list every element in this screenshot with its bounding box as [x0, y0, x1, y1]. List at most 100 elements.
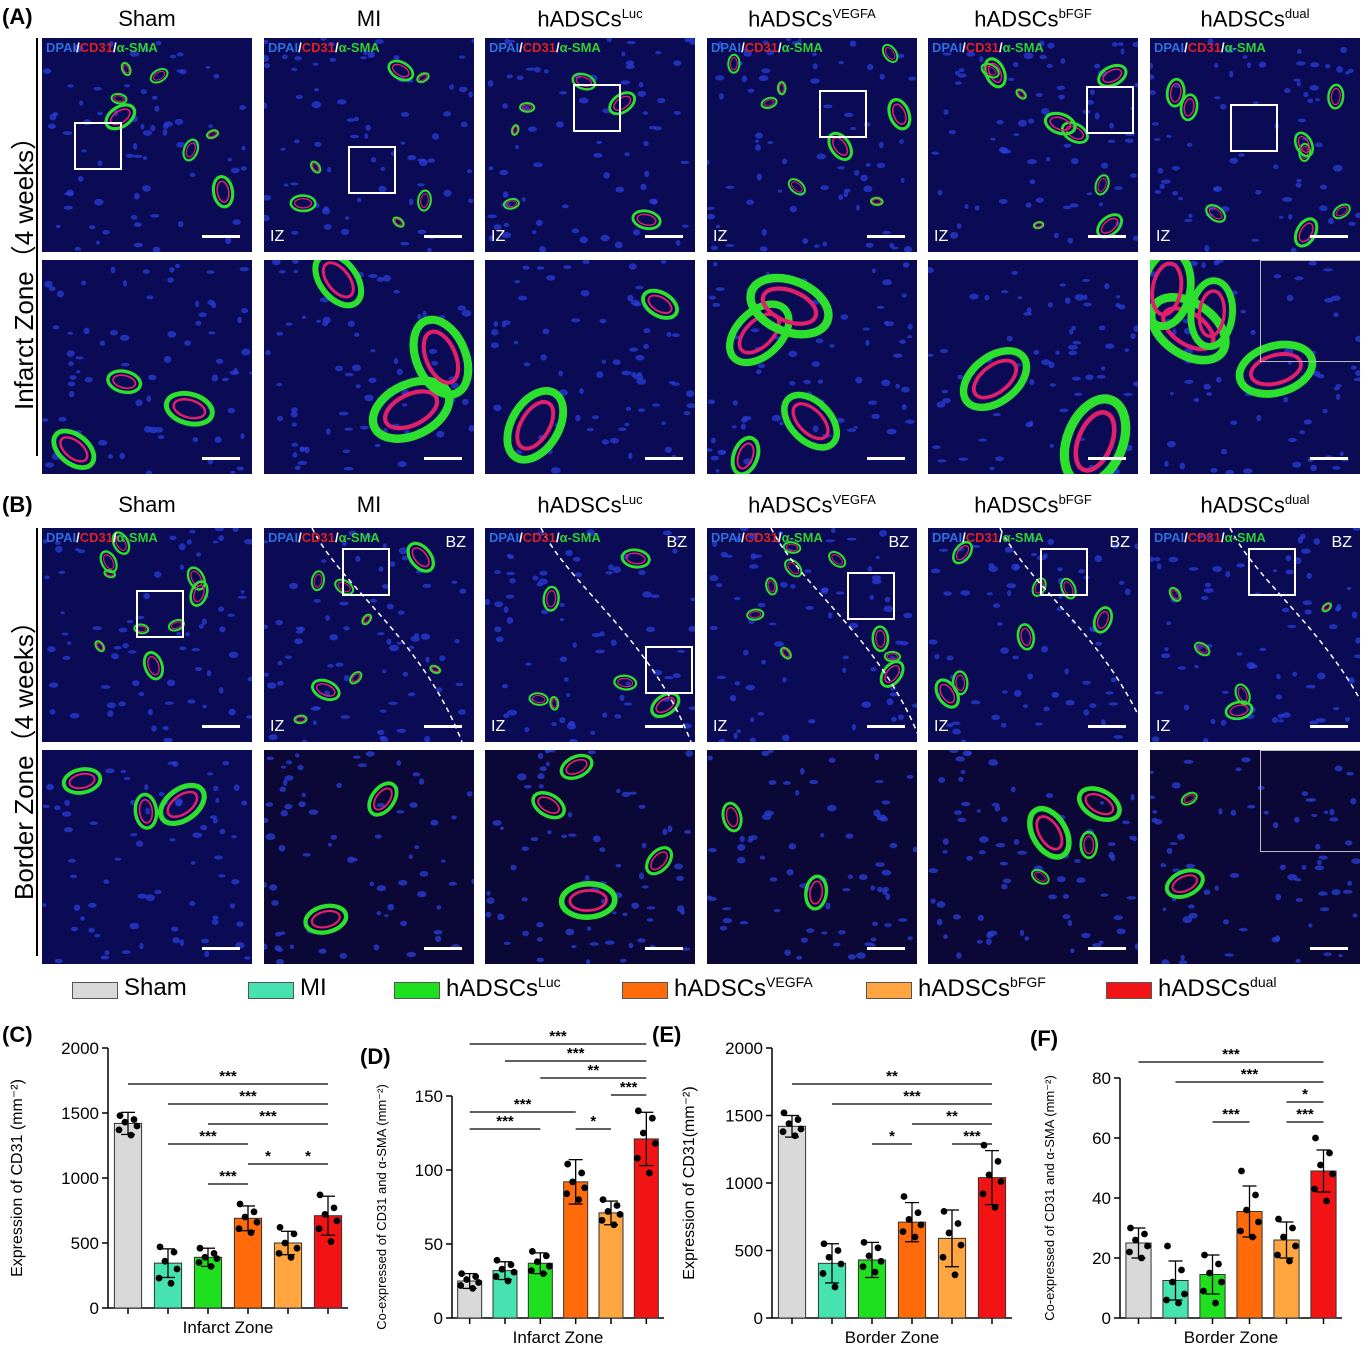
bz-label: BZ [1331, 534, 1352, 551]
region-of-interest-box [573, 84, 621, 132]
legend-label-hadscsdual: hADSCsdual [1158, 974, 1277, 1002]
significance-label: *** [903, 1088, 921, 1105]
data-point [1237, 1227, 1244, 1235]
data-point [1286, 1257, 1293, 1265]
data-point [287, 1253, 295, 1261]
stain-label: DPAI/CD31/α-SMA [489, 40, 601, 55]
data-point [130, 1116, 138, 1123]
data-point [1169, 1278, 1176, 1286]
y-tick-label: 1500 [725, 1107, 763, 1126]
scale-bar [645, 725, 683, 728]
significance-label: *** [1241, 1066, 1259, 1083]
x-axis-label: Infarct Zone [513, 1328, 604, 1345]
y-axis-label: Co-expressed of CD31 and α-SMA (mm⁻²) [374, 1084, 389, 1330]
scale-bar [1310, 235, 1348, 238]
data-point [779, 1128, 787, 1136]
column-title-sham: Sham [118, 492, 176, 517]
data-point [1141, 1230, 1148, 1238]
data-point [1238, 1167, 1245, 1175]
data-point [1178, 1266, 1185, 1274]
significance-label: *** [199, 1128, 217, 1145]
data-point [1126, 1248, 1133, 1256]
data-point [616, 1211, 624, 1218]
y-tick-label: 500 [735, 1242, 763, 1261]
data-point [1138, 1254, 1145, 1262]
data-point [472, 1273, 480, 1280]
data-point [648, 1114, 656, 1122]
y-tick-label: 50 [424, 1235, 443, 1254]
significance-label: * [590, 1113, 596, 1130]
data-point [528, 1248, 536, 1255]
column-title-hadscsvegfa: hADSCsVEGFA [748, 6, 876, 32]
region-of-interest-box [819, 90, 867, 138]
column-title-hadscsluc: hADSCsLuc [537, 492, 643, 518]
micrograph-tile [1150, 260, 1360, 474]
data-point [1280, 1233, 1287, 1241]
row-a-divider [36, 38, 38, 456]
data-point [979, 1190, 987, 1198]
significance-label: *** [496, 1113, 514, 1130]
data-point [905, 1216, 913, 1223]
scale-bar [202, 457, 240, 460]
bar-hadscsbfgf [598, 1212, 624, 1319]
scale-bar [1088, 725, 1126, 728]
data-point [133, 1122, 141, 1130]
data-point [121, 1118, 129, 1126]
data-point [940, 1207, 948, 1215]
data-point [321, 1211, 329, 1218]
data-point [994, 1158, 1002, 1165]
region-of-interest-box [342, 548, 390, 596]
data-point [504, 1277, 512, 1285]
data-point [914, 1209, 922, 1217]
significance-label: ** [946, 1108, 958, 1125]
panel-label-b: (B) [2, 492, 33, 517]
y-tick-label: 20 [1092, 1249, 1111, 1268]
data-point [780, 1109, 788, 1117]
bar-hadscsdual [1310, 1170, 1337, 1319]
data-point [1127, 1224, 1134, 1232]
scale-bar [867, 235, 905, 238]
data-point [330, 1204, 338, 1212]
y-axis-label: Expression of CD31(mm⁻²) [681, 1086, 698, 1279]
data-point [991, 1203, 999, 1211]
column-title-sham: Sham [118, 6, 176, 31]
legend-label-hadscsluc: hADSCsLuc [446, 974, 561, 1002]
data-point [533, 1258, 541, 1266]
data-point [831, 1283, 839, 1291]
data-point [785, 1120, 793, 1127]
data-point [917, 1221, 925, 1229]
micrograph-tile: DPAI/CD31/α-SMA IZ BZ [1150, 528, 1360, 742]
region-of-interest-box [645, 646, 693, 694]
data-point [825, 1253, 833, 1261]
scale-bar [1310, 725, 1348, 728]
data-point [1274, 1251, 1281, 1259]
micrograph-tile: DPAI/CD31/α-SMA IZ [707, 38, 917, 252]
significance-label: * [889, 1128, 895, 1145]
data-point [293, 1244, 301, 1252]
data-point [213, 1255, 221, 1262]
column-title-mi: MI [356, 492, 382, 517]
data-point [290, 1230, 298, 1238]
data-point [250, 1208, 258, 1216]
scale-bar [867, 457, 905, 460]
data-point [1255, 1218, 1262, 1226]
column-title-hadscsvegfa: hADSCsVEGFA [748, 492, 876, 518]
data-point [633, 1154, 641, 1162]
data-point [1181, 1290, 1188, 1298]
bar-hadscsdual [633, 1138, 659, 1319]
data-point [859, 1263, 867, 1271]
data-point [911, 1233, 919, 1241]
scale-bar [424, 235, 462, 238]
data-point [951, 1271, 959, 1279]
data-point [458, 1270, 466, 1277]
scale-bar [202, 947, 240, 950]
data-point [954, 1220, 962, 1227]
stain-label: DPAI/CD31/α-SMA [268, 530, 380, 545]
bz-label: BZ [888, 534, 909, 551]
data-point [820, 1240, 828, 1248]
micrograph-tile: DPAI/CD31/α-SMA IZ BZ [928, 528, 1138, 742]
significance-label: *** [1296, 1106, 1314, 1123]
data-point [276, 1224, 284, 1231]
significance-label: ** [886, 1068, 898, 1085]
data-point [498, 1265, 506, 1273]
